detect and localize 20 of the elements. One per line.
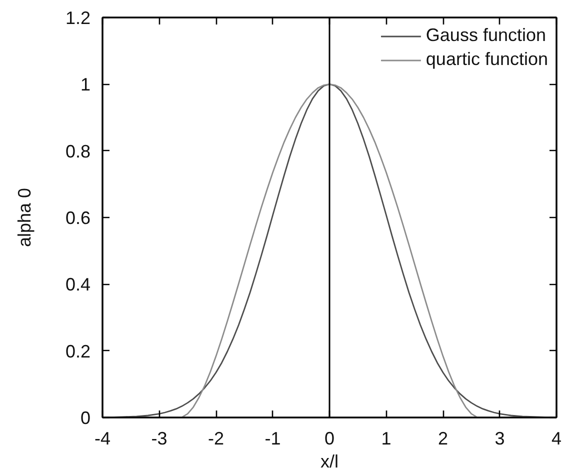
legend-label: quartic function: [426, 49, 548, 70]
x-tick-label: -4: [94, 428, 111, 448]
y-tick-label: 1: [80, 74, 91, 95]
y-tick-label: 0.8: [65, 141, 91, 162]
y-tick-label: 1.2: [65, 8, 91, 28]
y-tick-label: 0.2: [65, 341, 91, 362]
x-tick-label: 1: [381, 428, 392, 448]
y-tick-label: 0.6: [65, 208, 91, 228]
y-tick-label: 0: [80, 408, 91, 428]
x-tick-label: 4: [551, 428, 562, 448]
x-tick-label: 0: [324, 428, 335, 448]
legend-label: Gauss function: [426, 25, 546, 46]
x-tick-label: -1: [264, 428, 281, 448]
x-tick-label: 2: [438, 428, 448, 448]
y-axis-title: alpha 0: [14, 188, 34, 248]
x-tick-label: 3: [494, 428, 505, 448]
x-tick-label: -3: [151, 428, 168, 448]
x-tick-label: -2: [208, 428, 224, 448]
x-axis-title: x/l: [320, 452, 338, 472]
y-tick-label: 0.4: [65, 274, 91, 295]
